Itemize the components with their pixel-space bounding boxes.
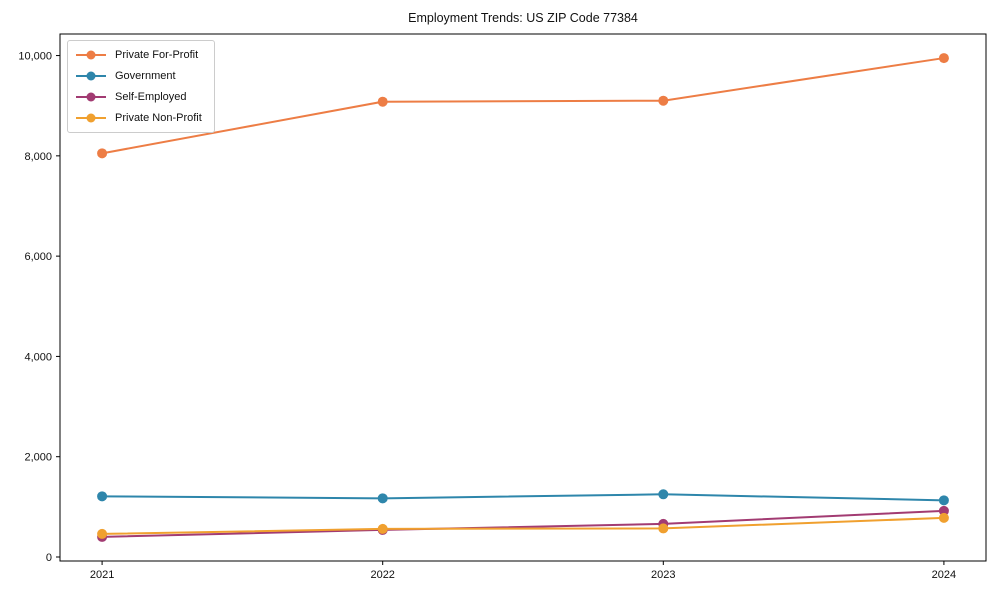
legend-marker xyxy=(86,50,96,60)
legend-entry: Government xyxy=(76,68,202,84)
x-tick-label: 2022 xyxy=(370,569,394,581)
y-tick-label: 6,000 xyxy=(24,251,52,263)
data-point xyxy=(658,95,669,106)
legend-entry: Self-Employed xyxy=(76,89,202,105)
legend-line-marker-icon xyxy=(76,50,106,60)
y-tick-label: 10,000 xyxy=(18,51,52,63)
data-point xyxy=(658,523,669,534)
series-line-self-employed xyxy=(102,509,944,538)
chart-title: Employment Trends: US ZIP Code 77384 xyxy=(408,11,638,25)
data-point xyxy=(377,523,388,534)
data-point xyxy=(377,493,388,504)
series-line-private-non-profit xyxy=(102,516,944,535)
y-tick-label: 0 xyxy=(46,552,52,564)
y-tick-label: 8,000 xyxy=(24,151,52,163)
y-axis: 0 2,000 4,000 6,000 8,000 10,000 xyxy=(18,51,60,564)
data-point xyxy=(938,512,949,523)
legend-line-marker-icon xyxy=(76,92,106,102)
y-tick-label: 2,000 xyxy=(24,452,52,464)
legend-label: Self-Employed xyxy=(115,91,187,103)
legend-marker xyxy=(86,113,96,123)
plot-area xyxy=(59,33,987,562)
series-line-private-for-profit xyxy=(101,57,945,155)
data-point xyxy=(938,505,949,516)
data-point xyxy=(658,489,669,500)
y-tick-label: 4,000 xyxy=(24,351,52,363)
x-axis: 2021 2022 2023 2024 xyxy=(90,561,956,581)
legend-entry: Private For-Profit xyxy=(76,47,202,63)
data-point xyxy=(938,53,949,64)
legend-label: Government xyxy=(115,70,176,82)
plot-border xyxy=(59,33,987,562)
legend: Private For-Profit Government Self-Employe… xyxy=(67,40,215,133)
legend-entry: Private Non-Profit xyxy=(76,110,202,126)
x-tick-label: 2023 xyxy=(651,569,675,581)
legend-label: Private Non-Profit xyxy=(115,112,202,124)
series-line-government xyxy=(102,493,944,502)
data-point xyxy=(377,96,388,107)
legend-label: Private For-Profit xyxy=(115,49,199,61)
data-point xyxy=(938,495,949,506)
legend-line-marker-icon xyxy=(76,71,106,81)
x-tick-label: 2024 xyxy=(932,569,956,581)
x-tick-label: 2021 xyxy=(90,569,114,581)
legend-line-marker-icon xyxy=(76,113,106,123)
series-layer xyxy=(97,53,949,542)
data-point xyxy=(97,528,108,539)
data-point xyxy=(97,148,108,159)
data-point xyxy=(97,491,108,502)
legend-marker xyxy=(86,71,96,81)
legend-marker xyxy=(86,92,96,102)
